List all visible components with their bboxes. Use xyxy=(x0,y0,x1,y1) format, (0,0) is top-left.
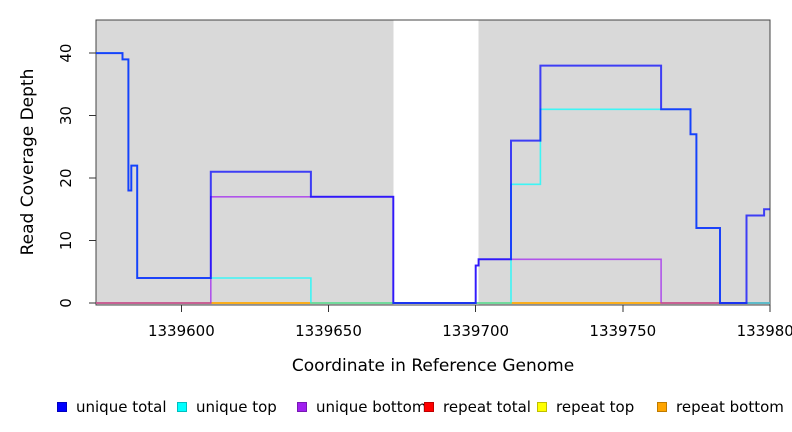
y-tick-label: 20 xyxy=(57,169,75,188)
y-tick-label: 40 xyxy=(57,44,75,63)
legend-item-unique-total: unique total xyxy=(57,394,167,420)
legend-item-repeat-bottom: repeat bottom xyxy=(657,394,784,420)
series-unique_total xyxy=(96,52,770,304)
y-axis-title: Read Coverage Depth xyxy=(18,68,38,256)
legend-color-swatch xyxy=(177,402,187,412)
legend-color-swatch xyxy=(657,402,667,412)
y-tick-label: 30 xyxy=(57,106,75,125)
legend-color-swatch xyxy=(297,402,307,412)
x-tick-label: 1339750 xyxy=(589,322,656,340)
x-axis-title: Coordinate in Reference Genome xyxy=(291,356,575,376)
legend-item-repeat-top: repeat top xyxy=(537,394,634,420)
legend-color-swatch xyxy=(57,402,67,412)
plot-background xyxy=(478,20,770,305)
y-tick-label: 10 xyxy=(57,231,75,250)
legend-item-label: repeat total xyxy=(443,398,531,416)
legend-item-unique-top: unique top xyxy=(177,394,277,420)
plot-background xyxy=(96,20,394,305)
legend-item-label: unique total xyxy=(76,398,167,416)
repeat-region-band xyxy=(393,20,479,305)
x-tick-label: 1339700 xyxy=(442,322,509,340)
legend-item-repeat-total: repeat total xyxy=(424,394,531,420)
x-tick-label: 1339600 xyxy=(148,322,215,340)
legend-item-label: repeat bottom xyxy=(676,398,784,416)
legend-color-swatch xyxy=(537,402,547,412)
plot-box xyxy=(95,19,771,306)
x-tick-label: 1339650 xyxy=(295,322,362,340)
legend-item-unique-bottom: unique bottom xyxy=(297,394,426,420)
y-tick-label: 0 xyxy=(57,298,75,308)
legend-item-label: unique bottom xyxy=(316,398,427,416)
legend-item-label: repeat top xyxy=(556,398,635,416)
chart-legend: unique total unique top unique bottom re… xyxy=(0,394,792,420)
y-axis: 0 10 20 30 40 xyxy=(57,44,96,308)
legend-color-swatch xyxy=(424,402,434,412)
legend-item-label: unique top xyxy=(196,398,277,416)
